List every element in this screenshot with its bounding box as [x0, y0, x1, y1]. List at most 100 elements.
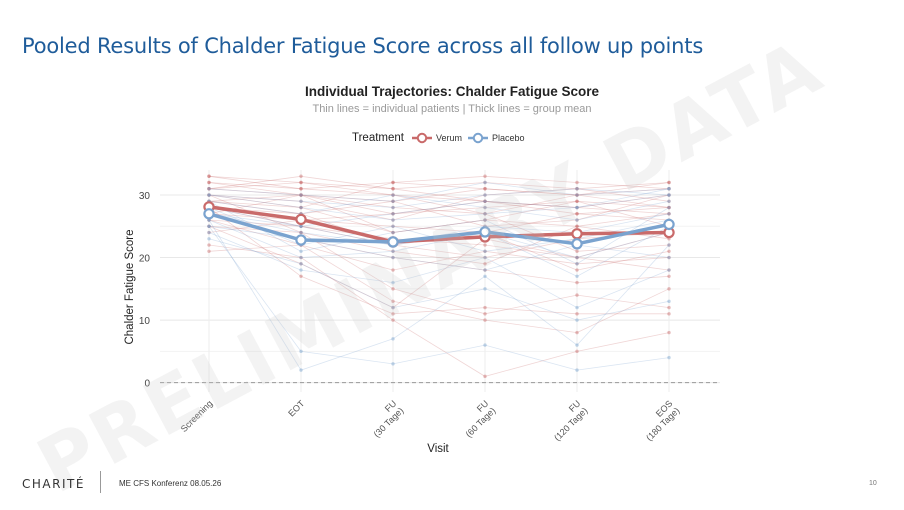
individual-point-verum: [207, 249, 211, 253]
individual-point-verum: [483, 318, 487, 322]
individual-point-verum: [483, 199, 487, 203]
individual-point-verum: [667, 212, 671, 216]
individual-point-placebo: [667, 187, 671, 191]
individual-line-verum: [208, 194, 670, 215]
individual-point-verum: [483, 262, 487, 266]
individual-line-placebo: [208, 219, 670, 371]
individual-point-placebo: [207, 187, 211, 191]
individual-point-placebo: [483, 255, 487, 260]
individual-point-verum: [391, 305, 395, 310]
chart-subtitle: Thin lines = individual patients | Thick…: [312, 103, 592, 115]
individual-point-verum: [575, 330, 579, 335]
individual-point-verum: [483, 218, 487, 222]
individual-point-placebo: [667, 187, 671, 191]
slide-title: Pooled Results of Chalder Fatigue Score …: [22, 34, 704, 58]
individual-point-placebo: [483, 287, 487, 291]
individual-point-verum: [667, 205, 671, 210]
y-axis-label: Chalder Fatigue Score: [124, 229, 136, 345]
individual-line-verum: [208, 188, 670, 221]
individual-point-placebo: [299, 268, 303, 272]
individual-point-verum: [575, 249, 579, 253]
mean-point-placebo: [203, 208, 215, 220]
legend-label-verum: Verum: [435, 133, 462, 143]
individual-point-verum: [391, 187, 395, 191]
individual-line-placebo: [208, 226, 670, 371]
x-tick-label: EOT: [286, 398, 307, 419]
mean-point-placebo: [387, 236, 399, 248]
individual-point-placebo: [483, 180, 487, 185]
individual-point-verum: [667, 255, 671, 260]
individual-point-verum: [299, 224, 303, 228]
mean-line-verum: [208, 205, 670, 244]
individual-point-verum: [575, 193, 579, 197]
individual-point-verum: [575, 312, 579, 316]
mean-point-placebo: [571, 238, 583, 250]
individual-point-placebo: [667, 268, 671, 272]
individual-point-verum: [575, 255, 579, 260]
individual-point-verum: [391, 205, 395, 210]
individual-point-verum: [391, 193, 395, 197]
individual-point-verum: [299, 205, 303, 210]
page-number: 10: [869, 480, 877, 487]
individual-point-verum: [207, 224, 211, 228]
individual-point-verum: [575, 262, 579, 266]
individual-point-placebo: [391, 337, 395, 341]
individual-point-verum: [299, 205, 303, 210]
individual-point-verum: [667, 305, 671, 310]
individual-point-verum: [575, 193, 579, 197]
individual-point-verum: [207, 224, 211, 228]
chart-title: Individual Trajectories: Chalder Fatigue…: [304, 84, 600, 99]
individual-point-verum: [391, 268, 395, 272]
individual-point-verum: [483, 193, 487, 197]
individual-point-verum: [667, 180, 671, 185]
individual-line-placebo: [208, 188, 670, 208]
individual-point-verum: [391, 230, 395, 235]
individual-point-placebo: [667, 299, 671, 304]
individual-point-verum: [391, 199, 395, 203]
individual-line-verum: [208, 182, 670, 208]
individual-point-verum: [391, 199, 395, 203]
individual-point-verum: [575, 218, 579, 222]
individual-point-placebo: [207, 193, 211, 197]
individual-point-verum: [667, 249, 671, 253]
individual-point-placebo: [299, 199, 303, 203]
legend-label-placebo: Placebo: [492, 133, 525, 143]
individual-point-verum: [299, 230, 303, 235]
charite-logo: CHARITÉ: [22, 477, 85, 491]
individual-point-placebo: [391, 305, 395, 310]
individual-point-placebo: [299, 205, 303, 210]
individual-point-verum: [483, 212, 487, 216]
individual-point-verum: [575, 224, 579, 228]
individual-point-verum: [483, 199, 487, 203]
individual-line-placebo: [208, 194, 670, 221]
individual-point-placebo: [299, 224, 303, 228]
individual-point-verum: [575, 224, 579, 228]
individual-line-verum: [208, 194, 670, 227]
individual-point-placebo: [207, 230, 211, 235]
individual-point-verum: [483, 187, 487, 191]
individual-point-verum: [391, 187, 395, 191]
individual-point-verum: [575, 187, 579, 191]
individual-point-placebo: [575, 205, 579, 210]
individual-point-placebo: [207, 237, 211, 241]
individual-point-placebo: [483, 199, 487, 203]
individual-point-verum: [299, 193, 303, 197]
individual-point-placebo: [575, 368, 579, 372]
individual-point-verum: [575, 180, 579, 185]
individual-point-verum: [483, 249, 487, 253]
individual-point-verum: [391, 287, 395, 291]
x-tick-label: Screening: [179, 398, 215, 434]
individual-point-verum: [299, 180, 303, 185]
individual-point-verum: [299, 262, 303, 266]
legend-item-placebo: Placebo: [468, 132, 525, 144]
individual-point-verum: [207, 243, 211, 247]
individual-point-placebo: [575, 193, 579, 197]
individual-point-placebo: [391, 362, 395, 366]
individual-point-verum: [575, 293, 579, 297]
individual-point-verum: [207, 187, 211, 191]
individual-point-placebo: [483, 274, 487, 279]
mean-line-placebo: [208, 212, 670, 246]
individual-line-verum: [208, 207, 669, 315]
individual-line-verum: [208, 188, 670, 202]
